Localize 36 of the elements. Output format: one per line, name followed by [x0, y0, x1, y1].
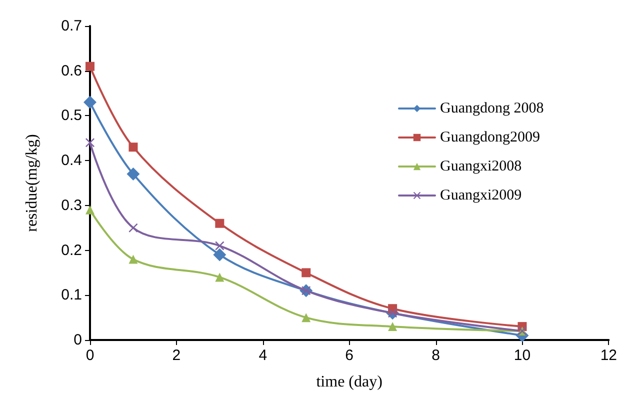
point [215, 218, 224, 228]
legend-label: Guangxi2008 [440, 158, 522, 174]
point [86, 205, 94, 214]
point [388, 322, 398, 332]
point [84, 96, 96, 109]
point [302, 313, 311, 322]
y-tick-label: 0.6 [61, 62, 82, 80]
legend-label: Guangdong 2008 [440, 100, 544, 116]
x-tick-label: 0 [86, 347, 94, 364]
point [126, 168, 140, 181]
x-tick-label: 6 [345, 347, 354, 364]
x-axis-title: time (day) [316, 374, 382, 390]
point [86, 62, 94, 71]
x-tick-label: 2 [172, 347, 181, 364]
y-tick-label: 0.5 [61, 107, 82, 124]
x-tick-label: 12 [600, 347, 617, 364]
point [128, 223, 138, 232]
x-tick-label: 8 [432, 347, 440, 364]
x-tick-label: 4 [258, 347, 268, 364]
legend-label: Guangxi2009 [440, 188, 522, 204]
point [213, 248, 226, 262]
point [215, 241, 224, 250]
point [86, 138, 94, 148]
point [128, 142, 138, 152]
y-tick-label: 0.7 [61, 18, 82, 34]
x-tick-label: 10 [514, 347, 531, 364]
y-tick-label: 0.3 [61, 196, 82, 214]
y-axis-title: residue(mg/kg) [24, 134, 40, 232]
point [215, 272, 224, 282]
legend-label: Guangdong2009 [440, 130, 540, 146]
point [302, 268, 311, 278]
y-tick-label: 0 [74, 332, 82, 348]
y-tick-label: 0.2 [61, 242, 82, 259]
y-tick-label: 0.1 [61, 286, 82, 304]
point [128, 254, 138, 264]
y-tick-label: 0.4 [61, 152, 82, 170]
